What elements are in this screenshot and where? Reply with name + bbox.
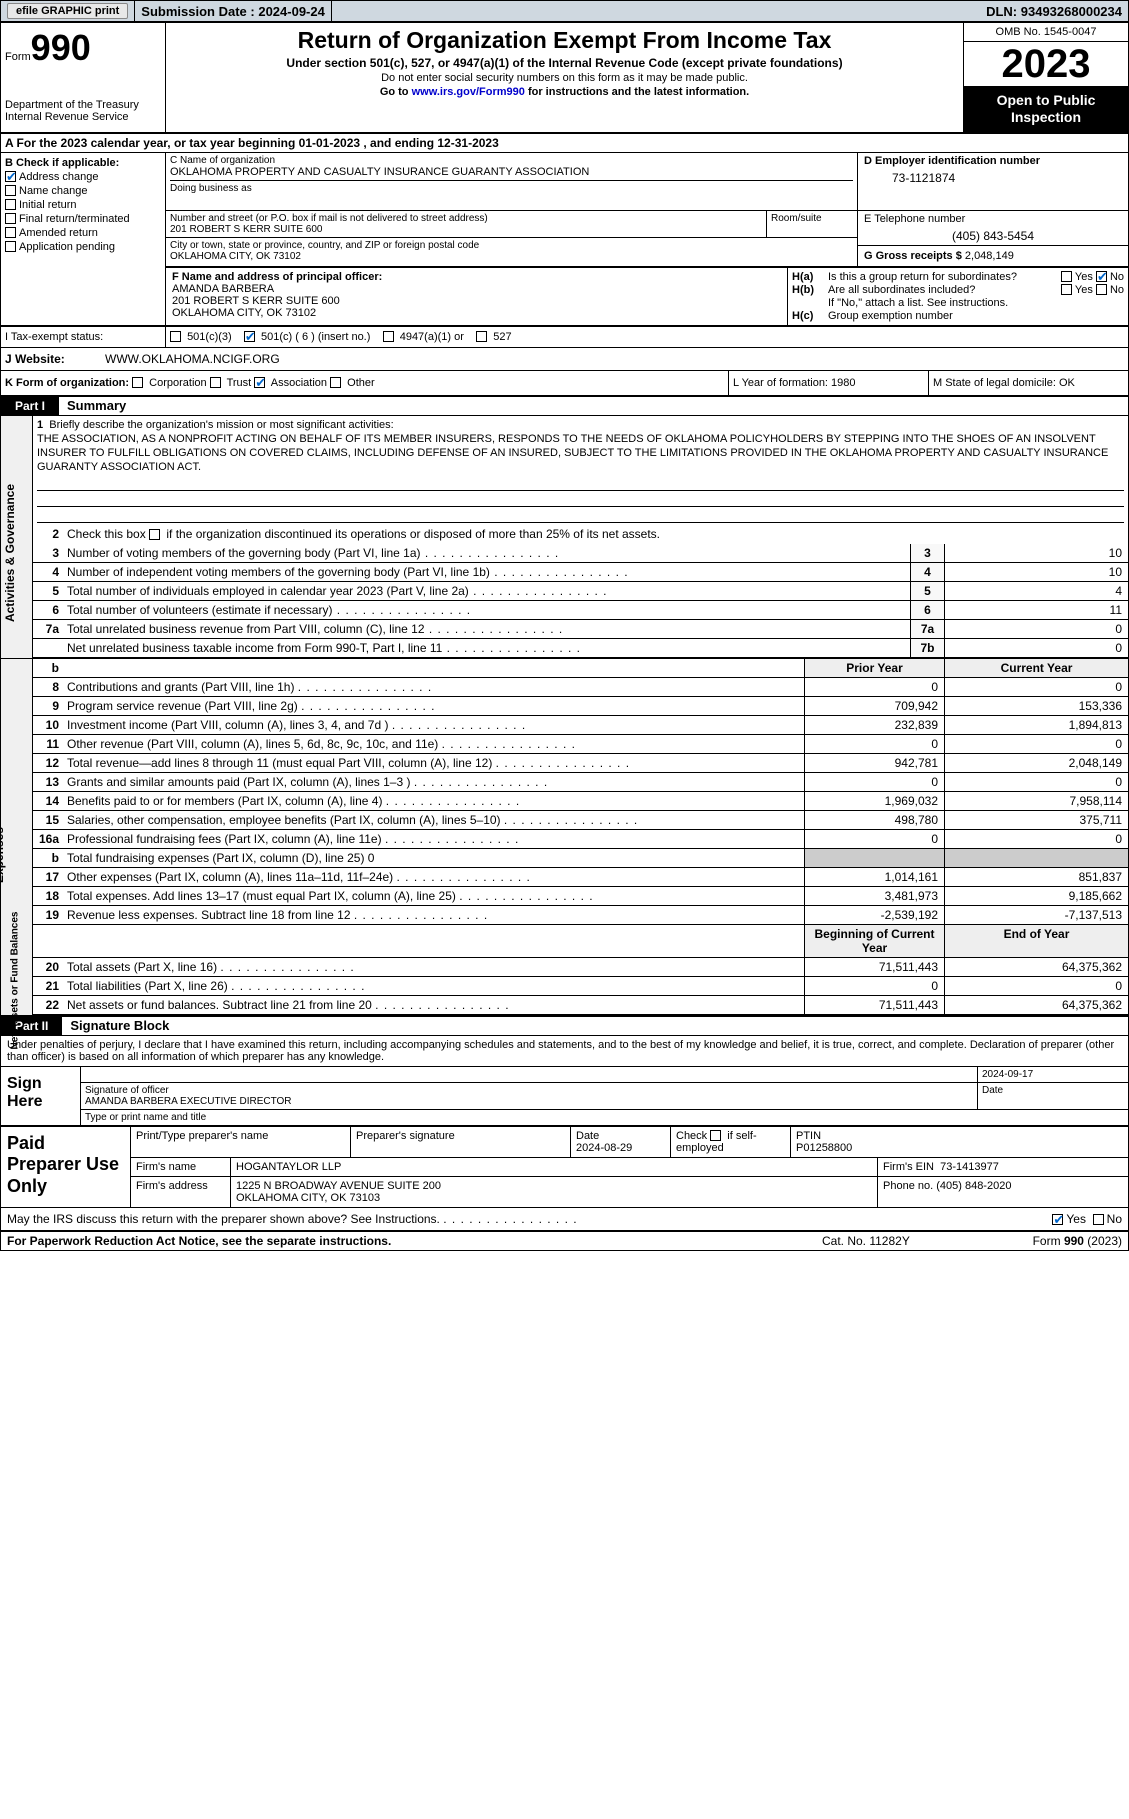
section-b-checkboxes: B Check if applicable: Address change Na… <box>1 153 166 325</box>
summary-line: 19Revenue less expenses. Subtract line 1… <box>33 906 1128 925</box>
summary-line: 22Net assets or fund balances. Subtract … <box>33 996 1128 1015</box>
summary-line: 21Total liabilities (Part X, line 26) 00 <box>33 977 1128 996</box>
telephone-cell: E Telephone number(405) 843-5454 G Gross… <box>858 211 1128 266</box>
summary-line: 15Salaries, other compensation, employee… <box>33 811 1128 830</box>
form-id-box: Form990 Department of the Treasury Inter… <box>1 23 166 132</box>
summary-line: 6Total number of volunteers (estimate if… <box>33 601 1128 620</box>
sidebar-net-assets: Net Assets or Fund Balances <box>1 925 33 1015</box>
summary-line: 7aTotal unrelated business revenue from … <box>33 620 1128 639</box>
website-row: J Website: WWW.OKLAHOMA.NCIGF.ORG <box>1 348 1128 371</box>
chk-initial-return[interactable] <box>5 199 16 210</box>
part1-header: Part I Summary <box>1 397 1128 416</box>
chk-final-return[interactable] <box>5 213 16 224</box>
dln: DLN: 93493268000234 <box>980 1 1128 21</box>
summary-line: Net unrelated business taxable income fr… <box>33 639 1128 658</box>
chk-app-pending[interactable] <box>5 241 16 252</box>
signature-declaration: Under penalties of perjury, I declare th… <box>1 1036 1128 1067</box>
mission-description: 1 Briefly describe the organization's mi… <box>33 416 1128 525</box>
chk-address-change[interactable] <box>5 171 16 182</box>
form-title: Return of Organization Exempt From Incom… <box>174 27 955 54</box>
chk-amended[interactable] <box>5 227 16 238</box>
summary-line: 14Benefits paid to or for members (Part … <box>33 792 1128 811</box>
principal-officer-cell: F Name and address of principal officer:… <box>166 268 788 325</box>
section-a-tax-year: A For the 2023 calendar year, or tax yea… <box>1 134 1128 153</box>
summary-line: 4Number of independent voting members of… <box>33 563 1128 582</box>
summary-line: 10Investment income (Part VIII, column (… <box>33 716 1128 735</box>
group-return-cell: H(a)Is this a group return for subordina… <box>788 268 1128 325</box>
part2-header: Part II Signature Block <box>1 1015 1128 1036</box>
top-header-bar: efile GRAPHIC print Submission Date : 20… <box>0 0 1129 22</box>
org-name-cell: C Name of organization OKLAHOMA PROPERTY… <box>166 153 858 210</box>
sidebar-activities-governance: Activities & Governance <box>1 416 33 658</box>
ein-cell: D Employer identification number 73-1121… <box>858 153 1128 210</box>
form-of-org-row: K Form of organization: Corporation Trus… <box>1 371 1128 397</box>
footer-row: For Paperwork Reduction Act Notice, see … <box>1 1232 1128 1250</box>
year-box: OMB No. 1545-0047 2023 Open to Public In… <box>963 23 1128 132</box>
address-cell: Number and street (or P.O. box if mail i… <box>166 211 858 266</box>
submission-date: Submission Date : 2024-09-24 <box>135 1 332 21</box>
summary-line: 8Contributions and grants (Part VIII, li… <box>33 678 1128 697</box>
efile-print-btn[interactable]: efile GRAPHIC print <box>1 1 135 21</box>
summary-line: 9Program service revenue (Part VIII, lin… <box>33 697 1128 716</box>
sign-here-row: Sign Here 2024-09-17 Signature of office… <box>1 1067 1128 1127</box>
discuss-with-preparer-row: May the IRS discuss this return with the… <box>1 1208 1128 1232</box>
summary-line: 11Other revenue (Part VIII, column (A), … <box>33 735 1128 754</box>
summary-line: 20Total assets (Part X, line 16) 71,511,… <box>33 958 1128 977</box>
summary-line: bTotal fundraising expenses (Part IX, co… <box>33 849 1128 868</box>
form-frame: Form990 Department of the Treasury Inter… <box>0 22 1129 1251</box>
summary-line: 12Total revenue—add lines 8 through 11 (… <box>33 754 1128 773</box>
summary-line: 17Other expenses (Part IX, column (A), l… <box>33 868 1128 887</box>
summary-line: 3Number of voting members of the governi… <box>33 544 1128 563</box>
sidebar-expenses: Expenses <box>1 773 33 925</box>
summary-line: 18Total expenses. Add lines 13–17 (must … <box>33 887 1128 906</box>
tax-exempt-status-row: I Tax-exempt status: 501(c)(3) 501(c) ( … <box>1 326 1128 348</box>
form-title-box: Return of Organization Exempt From Incom… <box>166 23 963 132</box>
sidebar-revenue: Revenue <box>1 659 33 773</box>
paid-preparer-row: Paid Preparer Use Only Print/Type prepar… <box>1 1127 1128 1208</box>
summary-line: 5Total number of individuals employed in… <box>33 582 1128 601</box>
chk-name-change[interactable] <box>5 185 16 196</box>
instructions-link[interactable]: www.irs.gov/Form990 <box>412 86 525 98</box>
summary-line: 13Grants and similar amounts paid (Part … <box>33 773 1128 792</box>
summary-line: 16aProfessional fundraising fees (Part I… <box>33 830 1128 849</box>
